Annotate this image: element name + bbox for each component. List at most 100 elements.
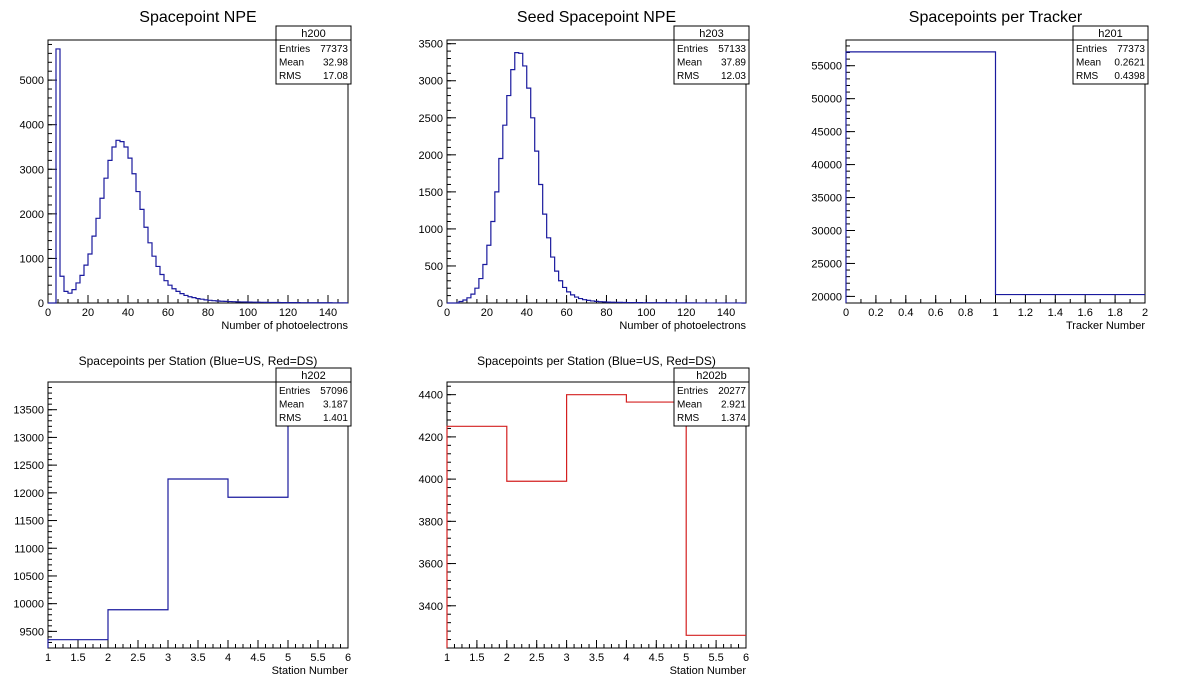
stats-value: 2.921: [721, 400, 746, 411]
y-tick-label: 10500: [13, 571, 44, 583]
y-tick-label: 45000: [811, 127, 842, 139]
histogram-pad-h203: Seed Spacepoint NPE 0 20 40 60 80 100 120 140 0 50…: [419, 9, 750, 332]
stats-label: Entries: [279, 44, 310, 55]
x-tick-label: 1.6: [1078, 307, 1093, 319]
stats-box: [673, 25, 750, 85]
stats-value: 57096: [320, 386, 348, 397]
x-tick-label: 1: [444, 652, 450, 664]
y-tick-label: 20000: [811, 291, 842, 303]
x-tick-label: 60: [162, 307, 174, 319]
y-tick-label: 2000: [20, 209, 44, 221]
histogram-line: [47, 398, 348, 648]
stats-label: Mean: [279, 400, 304, 411]
stats-value: 37.89: [721, 58, 746, 69]
x-tick-label: 6: [743, 652, 749, 664]
stats-value: 0.2621: [1114, 58, 1145, 69]
stats-label: Mean: [279, 58, 304, 69]
y-tick-label: 3800: [419, 516, 443, 528]
y-tick-label: 3500: [419, 39, 443, 51]
x-tick-label: 0: [843, 307, 849, 319]
y-tick-label: 1000: [419, 224, 443, 236]
stats-label: RMS: [279, 71, 302, 82]
x-tick-label: 2.5: [529, 652, 544, 664]
y-tick-label: 3000: [20, 164, 44, 176]
stats-value: 57133: [718, 44, 746, 55]
stats-box: [673, 367, 750, 427]
x-tick-label: 40: [122, 307, 134, 319]
histogram-pad-h200: Spacepoint NPE 0 20 40 60 80 100 120 140 0 1000 200…: [20, 9, 352, 332]
x-tick-label: 2: [504, 652, 510, 664]
x-tick-label: 40: [521, 307, 533, 319]
stats-label: Mean: [677, 58, 702, 69]
y-tick-label: 11500: [14, 516, 44, 528]
x-tick-label: 120: [279, 307, 297, 319]
histogram-line: [447, 51, 746, 304]
chart-title: Seed Spacepoint NPE: [517, 9, 676, 26]
x-tick-label: 0.6: [928, 307, 943, 319]
stats-box: [275, 25, 352, 85]
x-tick-label: 3.5: [589, 652, 604, 664]
x-tick-label: 4: [623, 652, 629, 664]
stats-box: [275, 367, 352, 427]
stats-name: h202: [301, 370, 325, 382]
stats-value: 77373: [320, 44, 348, 55]
stats-value: 77373: [1117, 44, 1145, 55]
y-tick-label: 0: [38, 298, 44, 310]
x-tick-label: 6: [345, 652, 351, 664]
x-axis-label: Station Number: [670, 665, 747, 677]
x-tick-label: 1: [992, 307, 998, 319]
stats-name: h200: [301, 28, 325, 40]
histogram-pad-h202b: Spacepoints per Station (Blue=US, Red=DS…: [419, 354, 750, 677]
x-tick-label: 100: [637, 307, 655, 319]
y-tick-label: 3000: [419, 76, 443, 88]
y-tick-label: 55000: [811, 61, 842, 73]
y-tick-label: 1000: [20, 253, 44, 265]
stats-label: Entries: [1076, 44, 1107, 55]
x-tick-label: 80: [202, 307, 214, 319]
stats-value: 1.374: [721, 413, 746, 424]
y-tick-label: 9500: [20, 626, 44, 638]
y-tick-label: 10000: [13, 599, 44, 611]
x-tick-label: 3.5: [190, 652, 205, 664]
x-tick-label: 1.2: [1018, 307, 1033, 319]
y-tick-label: 1500: [419, 187, 443, 199]
y-tick-label: 3600: [419, 559, 443, 571]
stats-value: 12.03: [721, 71, 746, 82]
x-tick-label: 100: [239, 307, 257, 319]
y-tick-label: 5000: [20, 75, 44, 87]
chart-title: Spacepoints per Tracker: [909, 9, 1083, 26]
x-tick-label: 4: [225, 652, 231, 664]
x-tick-label: 5.5: [708, 652, 723, 664]
x-tick-label: 2: [1142, 307, 1148, 319]
x-tick-label: 4.5: [649, 652, 664, 664]
histogram-line: [48, 48, 348, 304]
stats-name: h201: [1098, 28, 1122, 40]
stats-box: [1072, 25, 1149, 85]
stats-label: Mean: [1076, 58, 1101, 69]
x-tick-label: 0.8: [958, 307, 973, 319]
y-tick-label: 35000: [811, 193, 842, 205]
chart-title: Spacepoints per Station (Blue=US, Red=DS…: [79, 354, 318, 368]
x-axis-label: Station Number: [272, 665, 349, 677]
stats-label: Entries: [677, 44, 708, 55]
x-tick-label: 60: [560, 307, 572, 319]
y-tick-label: 2500: [419, 113, 443, 125]
x-tick-label: 5: [285, 652, 291, 664]
x-tick-label: 20: [481, 307, 493, 319]
stats-value: 1.401: [323, 413, 348, 424]
y-tick-label: 4200: [419, 432, 443, 444]
y-tick-label: 2000: [419, 150, 443, 162]
stats-value: 0.4398: [1114, 71, 1145, 82]
y-tick-label: 500: [425, 261, 443, 273]
y-tick-label: 40000: [811, 160, 842, 172]
x-tick-label: 4.5: [250, 652, 265, 664]
x-axis-label: Number of photoelectrons: [221, 320, 348, 332]
x-tick-label: 2: [105, 652, 111, 664]
x-tick-label: 140: [319, 307, 337, 319]
histogram-line: [446, 394, 746, 648]
y-tick-label: 13500: [13, 405, 44, 417]
x-tick-label: 20: [82, 307, 94, 319]
histogram-pad-h201: Spacepoints per Tracker 0 0.2 0.4 0.6 0.8 1 1.2…: [811, 9, 1149, 332]
x-tick-label: 120: [677, 307, 695, 319]
